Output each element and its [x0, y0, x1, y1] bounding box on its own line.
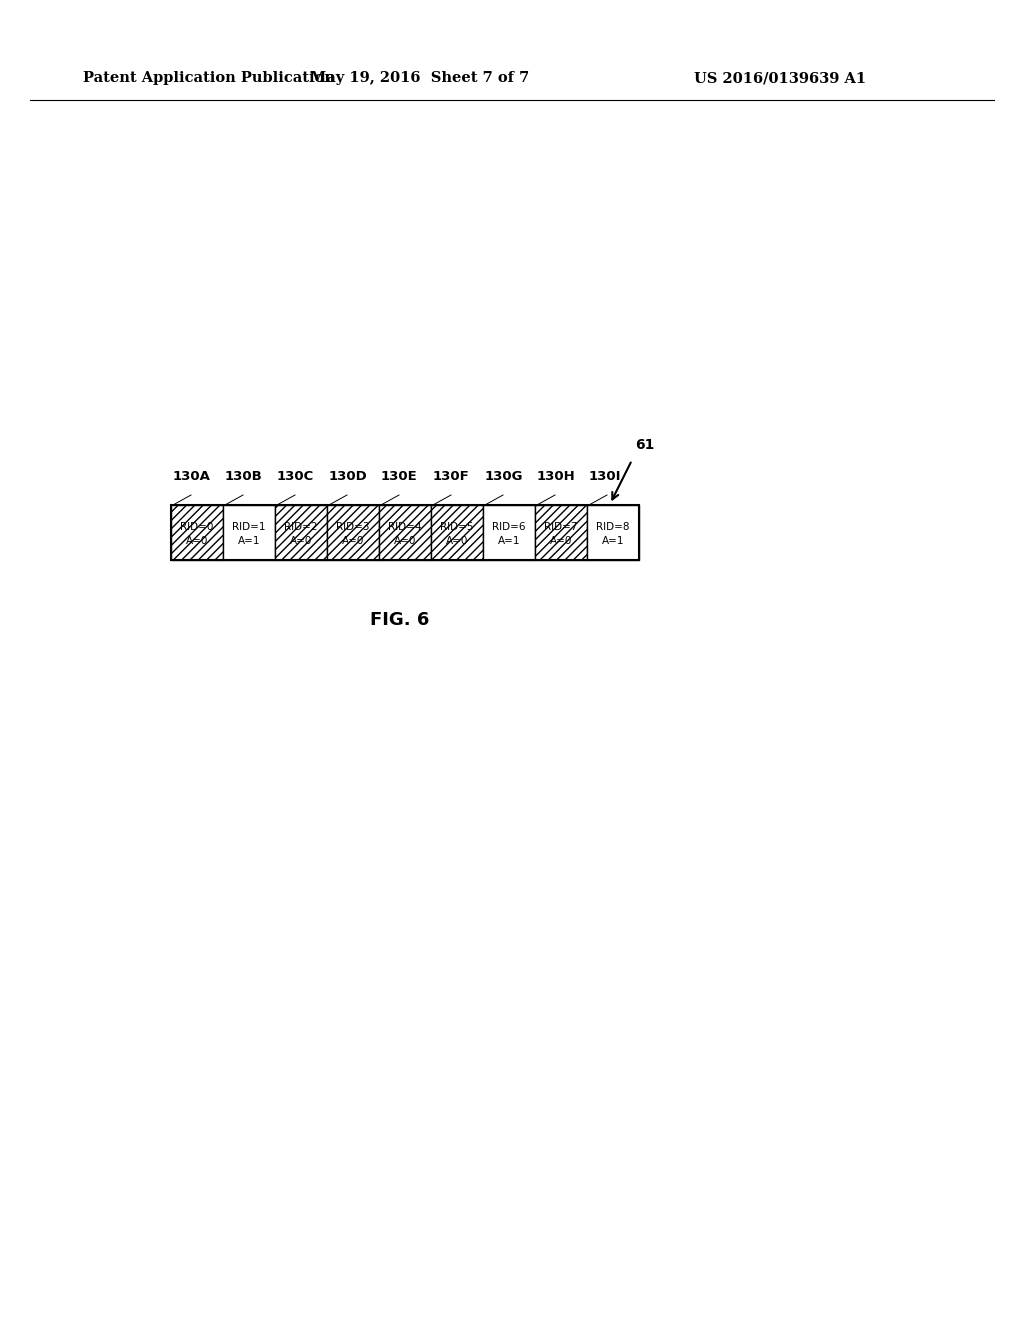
Text: A=0: A=0	[445, 536, 468, 545]
Bar	[275, 506, 327, 560]
Text: A=1: A=1	[238, 536, 260, 545]
Text: US 2016/0139639 A1: US 2016/0139639 A1	[694, 71, 866, 84]
Text: 130F: 130F	[433, 470, 470, 483]
Text: A=0: A=0	[342, 536, 365, 545]
Bar	[535, 506, 587, 560]
Text: A=0: A=0	[290, 536, 312, 545]
Text: RID=3: RID=3	[336, 523, 370, 532]
Text: A=1: A=1	[602, 536, 625, 545]
Bar	[587, 506, 639, 560]
Bar	[431, 506, 483, 560]
Text: Patent Application Publication: Patent Application Publication	[83, 71, 335, 84]
Text: May 19, 2016  Sheet 7 of 7: May 19, 2016 Sheet 7 of 7	[310, 71, 529, 84]
Bar	[327, 506, 379, 560]
Text: A=0: A=0	[185, 536, 208, 545]
Bar	[223, 506, 275, 560]
Text: RID=7: RID=7	[544, 523, 578, 532]
Text: 61: 61	[635, 438, 654, 451]
Text: A=0: A=0	[550, 536, 572, 545]
Text: 130G: 130G	[485, 470, 523, 483]
Text: 130C: 130C	[278, 470, 314, 483]
Text: FIG. 6: FIG. 6	[371, 611, 430, 630]
Bar	[483, 506, 535, 560]
Text: A=0: A=0	[394, 536, 416, 545]
Text: A=1: A=1	[498, 536, 520, 545]
Text: 130I: 130I	[589, 470, 622, 483]
Text: RID=1: RID=1	[232, 523, 266, 532]
Text: RID=0: RID=0	[180, 523, 214, 532]
Text: RID=4: RID=4	[388, 523, 422, 532]
Text: RID=5: RID=5	[440, 523, 474, 532]
Text: RID=8: RID=8	[596, 523, 630, 532]
Bar	[171, 506, 639, 560]
Text: RID=6: RID=6	[493, 523, 525, 532]
Text: 130D: 130D	[329, 470, 368, 483]
Text: 130H: 130H	[537, 470, 575, 483]
Text: RID=2: RID=2	[285, 523, 317, 532]
Bar	[379, 506, 431, 560]
Bar	[171, 506, 223, 560]
Text: 130A: 130A	[173, 470, 211, 483]
Text: 130B: 130B	[225, 470, 263, 483]
Text: 130E: 130E	[381, 470, 418, 483]
